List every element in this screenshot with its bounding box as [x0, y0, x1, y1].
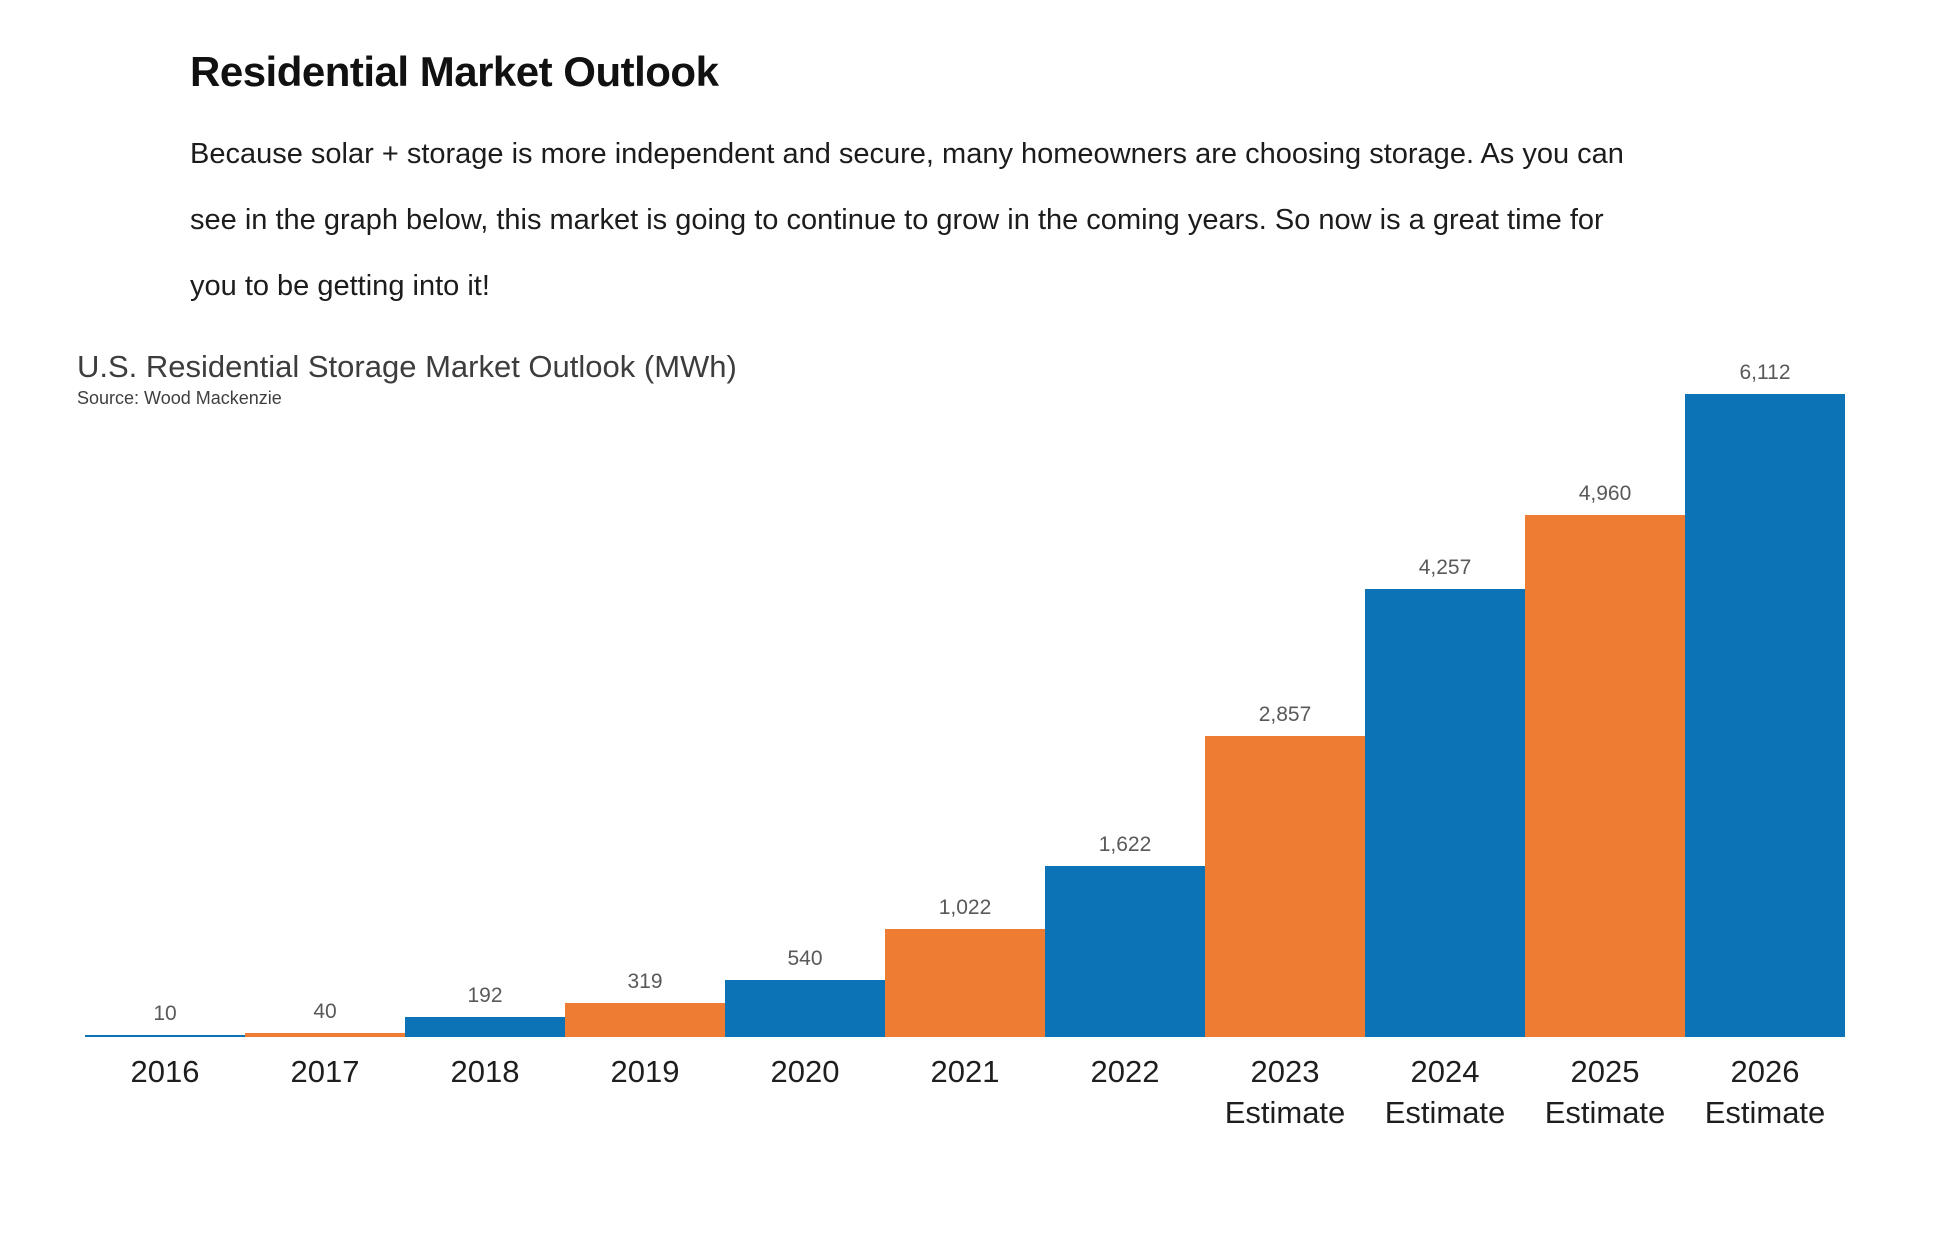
bar-column-2016: 10 — [85, 1002, 245, 1037]
x-axis-label-year: 2026 — [1730, 1053, 1800, 1089]
x-axis-labels: 2016 2017 2018 2019 2020 2021 2022 2023 Estimate… — [85, 1037, 1865, 1133]
x-axis-label: 2026 Estimate — [1685, 1037, 1845, 1133]
bar — [1045, 865, 1205, 1037]
bar-column-2020: 540 — [725, 947, 885, 1037]
x-axis-label-year: 2018 — [450, 1053, 520, 1089]
bar-value-label: 2,857 — [1258, 702, 1312, 726]
storage-market-bar-chart: U.S. Residential Storage Market Outlook … — [75, 349, 1865, 1133]
bar-column-2024: 4,257 — [1365, 556, 1525, 1037]
x-axis-label-year: 2020 — [770, 1053, 840, 1089]
bar — [1525, 514, 1685, 1037]
x-axis-label-estimate: Estimate — [1224, 1094, 1346, 1130]
bar-column-2021: 1,022 — [885, 896, 1045, 1037]
bar-column-2025: 4,960 — [1525, 482, 1685, 1037]
bar — [725, 979, 885, 1037]
bar — [885, 928, 1045, 1037]
bar-value-label: 1,022 — [938, 895, 992, 919]
bar-column-2026: 6,112 — [1685, 361, 1845, 1037]
x-axis-label-year: 2019 — [610, 1053, 680, 1089]
intro-paragraph: Because solar + storage is more independ… — [190, 137, 1624, 302]
bar-column-2018: 192 — [405, 984, 565, 1037]
x-axis-label-estimate: Estimate — [1704, 1094, 1826, 1130]
x-axis-label: 2023 Estimate — [1205, 1037, 1365, 1133]
bar — [565, 1002, 725, 1037]
bar — [1205, 735, 1365, 1037]
x-axis-label: 2022 — [1045, 1037, 1205, 1133]
x-axis-label-year: 2022 — [1090, 1053, 1160, 1089]
bar-value-label: 540 — [787, 946, 823, 970]
bar-column-2017: 40 — [245, 1000, 405, 1037]
document-header: Residential Market Outlook Because solar… — [0, 0, 1938, 319]
x-axis-label-year: 2024 — [1410, 1053, 1480, 1089]
bar-value-label: 4,960 — [1578, 481, 1632, 505]
bar — [85, 1034, 245, 1037]
bar-value-label: 6,112 — [1739, 360, 1791, 384]
x-axis-label: 2016 — [85, 1037, 245, 1133]
bar — [405, 1016, 565, 1037]
x-axis-label: 2019 — [565, 1037, 725, 1133]
bar — [1365, 588, 1525, 1037]
bar-value-label: 319 — [627, 969, 663, 993]
bar-column-2022: 1,622 — [1045, 833, 1205, 1037]
page-title: Residential Market Outlook — [190, 48, 719, 95]
x-axis-label-estimate: Estimate — [1384, 1094, 1506, 1130]
x-axis-label: 2025 Estimate — [1525, 1037, 1685, 1133]
x-axis-label-year: 2021 — [930, 1053, 1000, 1089]
bar-value-label: 10 — [153, 1001, 177, 1025]
bar-value-label: 4,257 — [1418, 555, 1472, 579]
x-axis-label-year: 2025 — [1570, 1053, 1640, 1089]
bar — [1685, 393, 1845, 1037]
plot-area: 10 40 192 319 540 1,022 1,622 2,857 4,257 4,960 6,… — [85, 349, 1865, 1037]
x-axis-label: 2017 — [245, 1037, 405, 1133]
chart-source: Source: Wood Mackenzie — [77, 387, 282, 408]
x-axis-label-year: 2017 — [290, 1053, 360, 1089]
x-axis-label: 2024 Estimate — [1365, 1037, 1525, 1133]
bar-value-label: 1,622 — [1098, 832, 1152, 856]
x-axis-label-year: 2023 — [1250, 1053, 1320, 1089]
x-axis-label-year: 2016 — [130, 1053, 200, 1089]
x-axis-label: 2018 — [405, 1037, 565, 1133]
chart-title: U.S. Residential Storage Market Outlook … — [77, 348, 737, 384]
bar-value-label: 192 — [467, 983, 503, 1007]
bar — [245, 1032, 405, 1037]
chart-header: U.S. Residential Storage Market Outlook … — [77, 349, 737, 409]
x-axis-label-estimate: Estimate — [1544, 1094, 1666, 1130]
x-axis-label: 2021 — [885, 1037, 1045, 1133]
bar-column-2023: 2,857 — [1205, 703, 1365, 1037]
bar-column-2019: 319 — [565, 970, 725, 1037]
x-axis-label: 2020 — [725, 1037, 885, 1133]
bar-value-label: 40 — [313, 999, 337, 1023]
